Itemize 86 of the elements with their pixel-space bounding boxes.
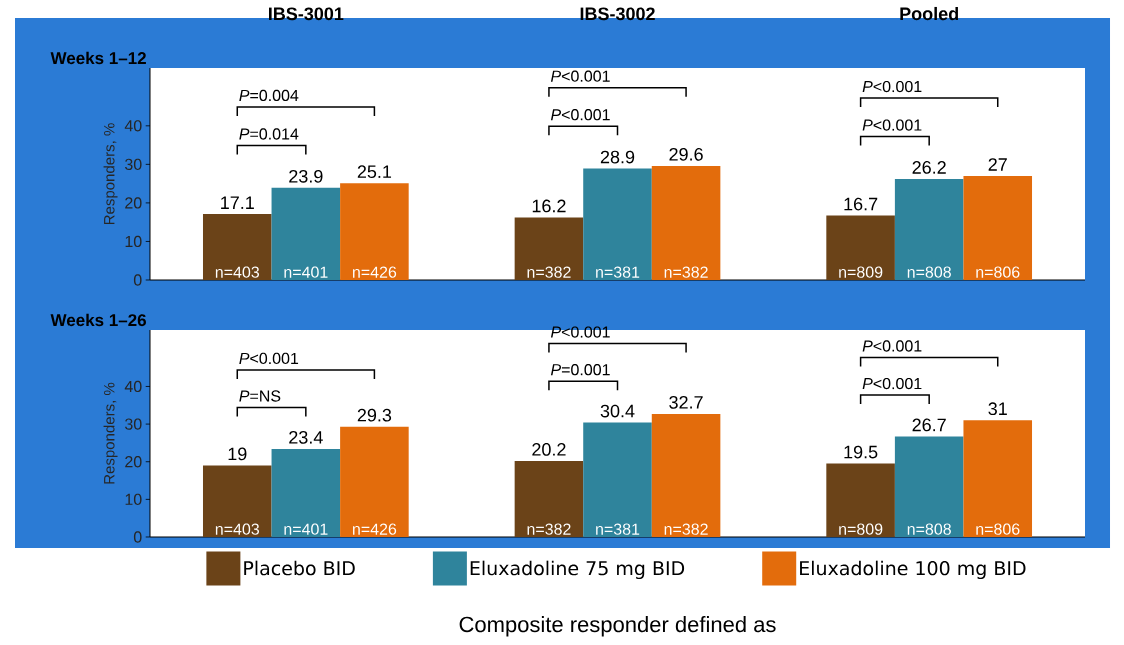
data-label: 16.7 [844, 197, 878, 211]
y-tick-label: 20 [125, 456, 142, 468]
annotation: P=0.001 [550, 364, 610, 376]
y-tick-label: 0 [133, 274, 142, 286]
annotation: n=401 [284, 266, 328, 278]
chart-title: Weeks 1–12 [50, 51, 146, 65]
legend-label: Placebo BID [244, 560, 355, 576]
y-tick-label: 10 [125, 235, 142, 248]
y-tick-label: 10 [125, 493, 142, 506]
y-tick-label: 0 [133, 531, 142, 543]
annotation: P=NS [239, 390, 281, 402]
annotation: n=382 [664, 266, 708, 278]
text: Composite responder defined as [459, 616, 776, 637]
x-tick-label: IBS-3002 [580, 7, 655, 21]
bar [651, 413, 721, 537]
bar [963, 420, 1033, 537]
annotation: n=809 [839, 266, 883, 278]
annotation: n=806 [976, 523, 1020, 535]
y-tick-label: 40 [124, 380, 142, 393]
annotation: n=809 [839, 523, 883, 535]
y-tick-label: 40 [124, 120, 142, 132]
bar [894, 436, 964, 537]
annotation: P<0.001 [862, 119, 922, 131]
legend-label: Eluxadoline 75 mg BID [470, 560, 685, 580]
annotation: n=381 [596, 523, 640, 535]
annotation: P=0.014 [239, 128, 299, 140]
legend-label: Eluxadoline 100 mg BID [800, 560, 1026, 580]
y-axis-title: Responders, % [103, 382, 118, 484]
annotation: n=382 [527, 266, 571, 278]
data-label: 30.4 [600, 404, 635, 418]
bar [583, 422, 652, 537]
data-label: 19 [228, 447, 247, 461]
annotation: n=382 [664, 523, 708, 535]
bar [514, 460, 584, 537]
data-label: 32.7 [669, 395, 703, 409]
bar [826, 463, 895, 537]
annotation: n=808 [907, 523, 951, 535]
bar [271, 187, 341, 280]
y-tick-label: 20 [125, 197, 142, 209]
bar [894, 179, 964, 280]
annotation: n=401 [284, 523, 328, 535]
annotation: n=426 [353, 523, 397, 535]
annotation: P<0.001 [862, 377, 922, 390]
y-tick-label: 30 [125, 418, 142, 430]
data-label: 31 [988, 402, 1007, 416]
data-label: 26.2 [912, 161, 946, 174]
annotation: P<0.001 [862, 340, 922, 352]
annotation: P=0.004 [239, 89, 299, 102]
annotation: P<0.001 [550, 109, 610, 121]
bar [651, 165, 721, 280]
bar [826, 215, 895, 280]
data-label: 19.5 [844, 445, 878, 459]
bar [202, 465, 272, 537]
data-label: 23.9 [289, 169, 323, 183]
data-label: 25.1 [357, 165, 392, 179]
data-label: 29.3 [357, 408, 392, 422]
annotation: n=403 [215, 266, 260, 278]
annotation: n=808 [907, 266, 951, 278]
chart-title: Weeks 1–26 [50, 313, 146, 327]
bar [583, 168, 652, 280]
bar [963, 175, 1033, 280]
x-tick-label: IBS-3001 [269, 7, 344, 21]
y-axis-title: Responders, % [103, 123, 118, 225]
annotation: P<0.001 [239, 352, 299, 365]
bar [202, 214, 272, 280]
bar [514, 217, 584, 280]
x-tick-label: Pooled [900, 6, 958, 21]
bar [340, 183, 409, 280]
annotation: n=381 [596, 266, 640, 278]
annotation: n=403 [215, 523, 260, 535]
annotation: n=806 [976, 266, 1020, 278]
y-tick-label: 30 [125, 158, 142, 171]
bar [340, 426, 409, 537]
data-label: 26.7 [912, 418, 946, 432]
annotation: n=426 [353, 266, 397, 278]
data-label: 16.2 [532, 199, 566, 213]
data-label: 27 [988, 158, 1007, 171]
data-label: 29.6 [669, 147, 703, 161]
data-label: 28.9 [600, 150, 635, 164]
annotation: n=382 [527, 523, 571, 535]
data-label: 23.4 [289, 430, 323, 444]
bar [271, 448, 341, 537]
data-label: 17.1 [221, 196, 254, 209]
data-label: 20.2 [532, 443, 566, 456]
annotation: P<0.001 [862, 80, 922, 93]
annotation: P<0.001 [550, 70, 610, 82]
